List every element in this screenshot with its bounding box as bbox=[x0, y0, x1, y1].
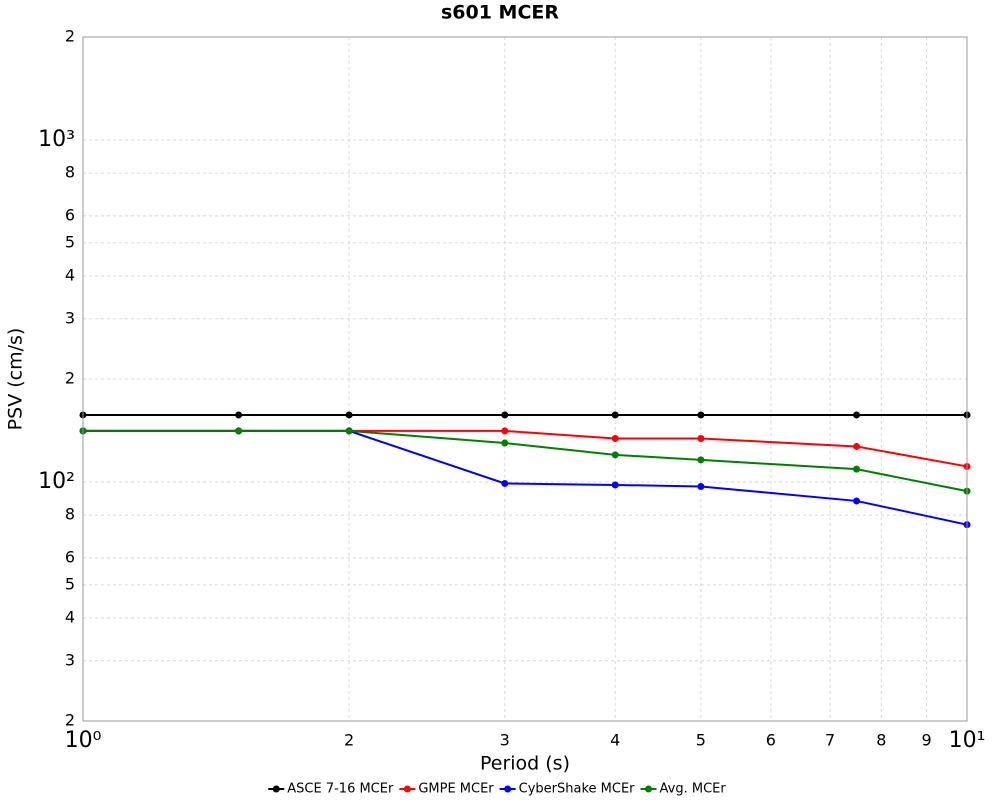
data-point bbox=[345, 411, 353, 419]
grid bbox=[82, 36, 968, 722]
x-tick-label: 7 bbox=[825, 731, 835, 750]
x-tick-label: 2 bbox=[344, 731, 354, 750]
legend-label: CyberShake MCEr bbox=[519, 782, 636, 797]
legend-item: CyberShake MCEr bbox=[499, 782, 636, 797]
legend-swatch-dot bbox=[645, 785, 653, 793]
y-tick-label: 4 bbox=[65, 608, 75, 627]
legend-swatch-dot bbox=[403, 785, 411, 793]
legend-label: GMPE MCEr bbox=[418, 782, 494, 797]
series-line bbox=[83, 429, 968, 468]
legend-item: ASCE 7-16 MCEr bbox=[268, 782, 394, 797]
y-tick-label: 10² bbox=[38, 469, 75, 494]
chart-title: s601 MCER bbox=[441, 2, 559, 24]
y-axis-label: PSV (cm/s) bbox=[5, 328, 27, 431]
y-tick-label: 6 bbox=[65, 547, 75, 566]
x-tick-label: 6 bbox=[766, 731, 776, 750]
data-point bbox=[611, 451, 619, 459]
y-tick-label: 8 bbox=[65, 163, 75, 182]
data-point bbox=[853, 465, 861, 473]
x-tick-label: 5 bbox=[696, 731, 706, 750]
data-point bbox=[697, 434, 705, 442]
data-point bbox=[501, 427, 509, 435]
x-tick-label: 3 bbox=[500, 731, 510, 750]
y-tick-label: 6 bbox=[65, 205, 75, 224]
data-point bbox=[235, 427, 243, 435]
data-point bbox=[235, 411, 243, 419]
data-point bbox=[501, 479, 509, 487]
data-point bbox=[611, 481, 619, 489]
legend-item: Avg. MCEr bbox=[640, 782, 727, 797]
data-point bbox=[501, 411, 509, 419]
data-point bbox=[697, 411, 705, 419]
legend-swatch-dot bbox=[504, 785, 512, 793]
data-point bbox=[611, 411, 619, 419]
x-tick-label: 4 bbox=[610, 731, 620, 750]
x-tick-label: 8 bbox=[876, 731, 886, 750]
legend-swatch-dot bbox=[272, 785, 280, 793]
y-tick-label: 2 bbox=[65, 27, 75, 46]
y-tick-label: 3 bbox=[65, 308, 75, 327]
data-point bbox=[697, 456, 705, 464]
legend-label: Avg. MCEr bbox=[660, 782, 727, 797]
y-tick-label: 5 bbox=[65, 232, 75, 251]
y-tick-label: 2 bbox=[65, 369, 75, 388]
y-tick-label: 5 bbox=[65, 574, 75, 593]
x-tick-label: 10¹ bbox=[949, 728, 986, 753]
y-tick-label: 4 bbox=[65, 266, 75, 285]
data-point bbox=[345, 427, 353, 435]
y-tick-label: 2 bbox=[65, 711, 75, 730]
data-point bbox=[853, 497, 861, 505]
data-point bbox=[853, 442, 861, 450]
legend: ASCE 7-16 MCEr GMPE MCEr CyberShake MCEr Av… bbox=[268, 782, 726, 797]
data-point bbox=[853, 411, 861, 419]
plot-marks bbox=[79, 411, 971, 529]
x-tick-label: 10⁰ bbox=[65, 728, 102, 753]
legend-label: ASCE 7-16 MCEr bbox=[287, 782, 394, 797]
plot-frame bbox=[82, 36, 968, 722]
series-line bbox=[83, 429, 968, 493]
data-point bbox=[697, 482, 705, 490]
data-point bbox=[501, 439, 509, 447]
y-tick-label: 3 bbox=[65, 650, 75, 669]
data-point bbox=[611, 434, 619, 442]
x-tick-label: 9 bbox=[921, 731, 931, 750]
legend-item: GMPE MCEr bbox=[399, 782, 494, 797]
y-tick-label: 10³ bbox=[38, 127, 75, 152]
y-tick-label: 8 bbox=[65, 505, 75, 524]
x-axis-label: Period (s) bbox=[480, 753, 570, 775]
